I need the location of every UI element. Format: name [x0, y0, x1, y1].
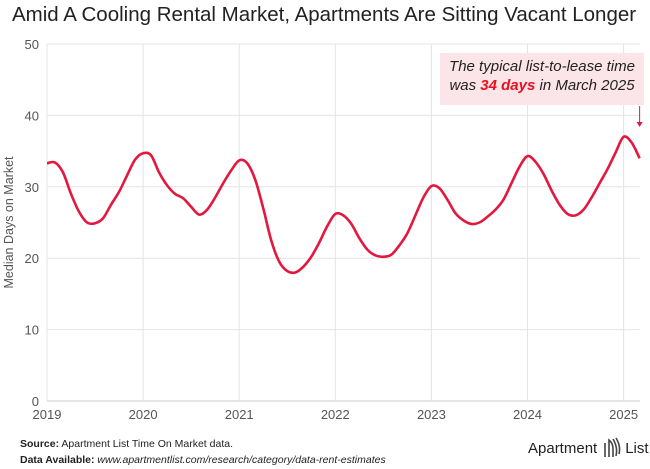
x-tick-label: 2020 — [129, 407, 158, 422]
x-tick-label: 2021 — [225, 407, 254, 422]
chart-title: Amid A Cooling Rental Market, Apartments… — [12, 3, 637, 26]
source-label: Source: — [20, 438, 60, 450]
footer: Source: Apartment List Time On Market da… — [20, 436, 386, 468]
logo-mark-icon — [604, 437, 621, 457]
x-tick-label: 2023 — [417, 407, 446, 422]
logo-text-1: Apartment — [528, 439, 598, 457]
x-tick-label: 2024 — [513, 407, 542, 422]
annotation-box: The typical list-to-lease time was 34 da… — [440, 53, 644, 105]
y-tick-label: 0 — [32, 394, 39, 409]
y-tick-label: 30 — [25, 180, 39, 195]
source-text: Apartment List Time On Market data. — [59, 438, 233, 450]
annotation-arrowhead — [636, 122, 643, 127]
x-tick-label: 2019 — [33, 407, 62, 422]
line-chart: 0 10 20 30 40 50 2019 2020 2021 2022 2023 2024 2025 M… — [2, 37, 643, 422]
annotation-pre: was — [449, 77, 481, 94]
x-tick-label: 2022 — [321, 407, 350, 422]
annotation-line1: The typical list-to-lease time — [449, 58, 635, 75]
y-tick-label: 20 — [25, 251, 39, 266]
y-axis-label: Median Days on Market — [2, 156, 16, 289]
data-url: www.apartmentlist.com/research/category/… — [94, 454, 386, 466]
series-line — [46, 135, 641, 275]
annotation-highlight: 34 days — [480, 77, 536, 94]
annotation-post: in March 2025 — [535, 77, 635, 94]
apartment-list-logo: Apartment List — [528, 437, 649, 459]
y-tick-label: 40 — [25, 108, 39, 123]
y-tick-label: 50 — [25, 37, 39, 52]
y-tick-label: 10 — [25, 323, 39, 338]
x-tick-label: 2025 — [609, 407, 638, 422]
logo-text-2: List — [625, 439, 649, 457]
data-label: Data Available: — [20, 454, 95, 466]
